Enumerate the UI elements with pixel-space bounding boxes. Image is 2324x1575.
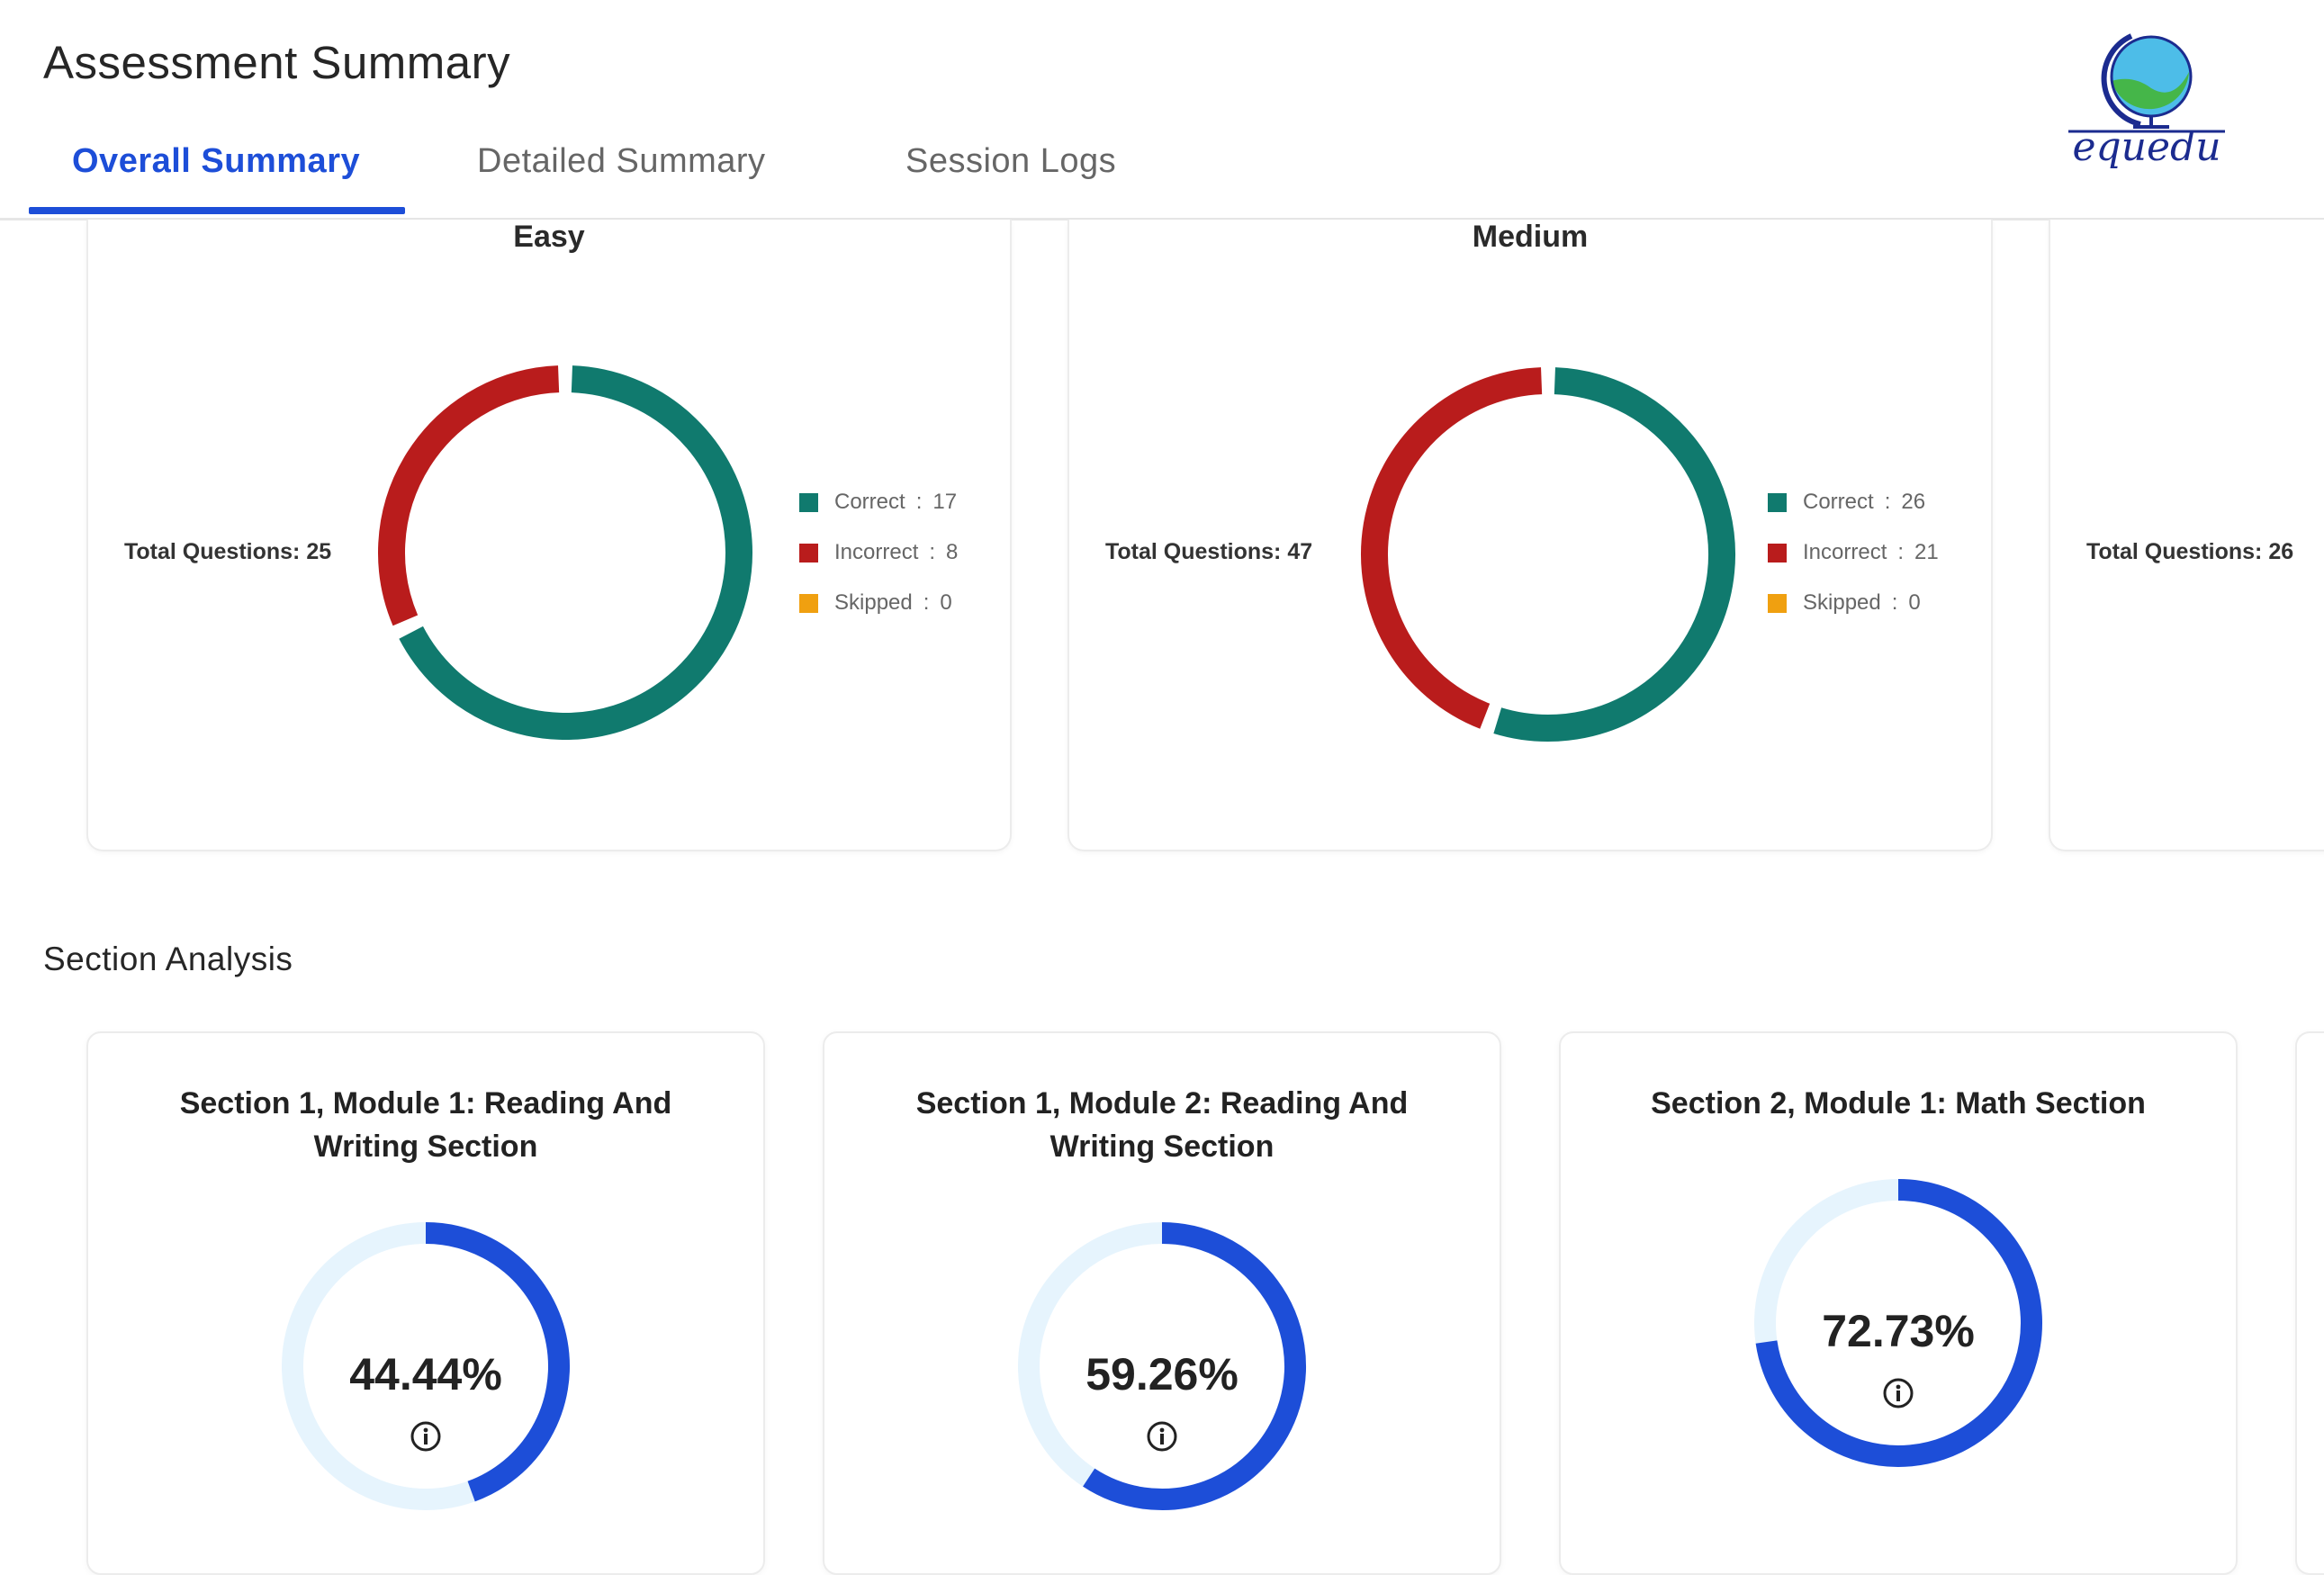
donut-slice-incorrect — [1361, 367, 1543, 729]
legend-value: 17 — [932, 490, 958, 514]
page-title: Assessment Summary — [43, 37, 511, 88]
donut-slice-correct — [1493, 367, 1735, 742]
legend-value: 8 — [946, 540, 959, 564]
difficulty-card-medium: Medium Total Questions: 47 Correct:26 In… — [1067, 220, 1993, 851]
section-card-partial — [2295, 1031, 2324, 1575]
legend-label: Incorrect — [834, 540, 919, 564]
progress-arc — [1755, 1179, 2042, 1467]
section-card: Section 2, Module 1: Math Section 72.73% — [1559, 1031, 2238, 1575]
legend-item-correct: Correct:17 — [799, 477, 958, 527]
legend-label: Incorrect — [1803, 540, 1887, 564]
tab-overall-summary[interactable]: Overall Summary — [72, 142, 361, 180]
section-title: Section 1, Module 1: Reading And Writing… — [179, 1086, 672, 1164]
section-percentage: 59.26% — [1085, 1349, 1239, 1400]
section-progress-ring — [1018, 1222, 1306, 1510]
tab-detailed-summary[interactable]: Detailed Summary — [477, 142, 766, 180]
legend-item-incorrect: Incorrect:8 — [799, 527, 958, 578]
equedu-logo: equedu — [2061, 25, 2232, 187]
difficulty-card-easy: Easy Total Questions: 25 Correct:17 Inco… — [86, 220, 1012, 851]
difficulty-card-hard: Total Questions: 26 — [2049, 220, 2324, 851]
section-analysis-heading: Section Analysis — [43, 940, 293, 977]
legend-value: 26 — [1901, 490, 1926, 514]
medium-legend: Correct:26 Incorrect:21 Skipped:0 — [1768, 477, 1939, 628]
difficulty-title: Medium — [1472, 220, 1589, 254]
correct-swatch — [799, 492, 818, 512]
total-questions-label: Total Questions: 25 — [124, 539, 332, 564]
easy-donut-chart — [378, 365, 752, 740]
correct-swatch — [1768, 492, 1787, 512]
legend-label: Skipped — [1803, 590, 1881, 615]
summary-tabs: Overall Summary Detailed Summary Session… — [0, 135, 2324, 220]
section-title: Section 2, Module 1: Math Section — [1651, 1086, 2146, 1120]
legend-value: 0 — [940, 590, 952, 615]
skipped-swatch — [799, 593, 818, 613]
total-questions-label: Total Questions: 26 — [2086, 539, 2294, 564]
logo-text: equedu — [2072, 124, 2221, 170]
legend-value: 0 — [1908, 590, 1921, 615]
easy-legend: Correct:17 Incorrect:8 Skipped:0 — [799, 477, 958, 628]
tab-session-logs[interactable]: Session Logs — [905, 142, 1117, 180]
section-title: Section 1, Module 2: Reading And Writing… — [915, 1086, 1409, 1164]
info-icon[interactable] — [1146, 1420, 1178, 1453]
info-icon[interactable] — [1882, 1377, 1914, 1409]
globe-logo-icon — [2068, 33, 2225, 133]
active-tab-indicator — [29, 207, 405, 214]
section-card: Section 1, Module 2: Reading And Writing… — [823, 1031, 1501, 1575]
legend-label: Correct — [1803, 490, 1874, 514]
legend-label: Skipped — [834, 590, 913, 615]
difficulty-title: Easy — [513, 220, 585, 254]
legend-item-skipped: Skipped:0 — [1768, 578, 1939, 628]
legend-item-incorrect: Incorrect:21 — [1768, 527, 1939, 578]
donut-slice-correct — [399, 365, 752, 740]
medium-donut-chart — [1361, 367, 1735, 742]
info-icon[interactable] — [410, 1420, 442, 1453]
skipped-swatch — [1768, 593, 1787, 613]
progress-arc — [425, 1222, 570, 1502]
incorrect-swatch — [1768, 543, 1787, 562]
section-card: Section 1, Module 1: Reading And Writing… — [86, 1031, 765, 1575]
section-progress-ring — [1754, 1179, 2042, 1467]
donut-slice-incorrect — [378, 365, 560, 626]
legend-value: 21 — [1914, 540, 1939, 564]
section-percentage: 44.44% — [349, 1349, 502, 1400]
legend-item-correct: Correct:26 — [1768, 477, 1939, 527]
incorrect-swatch — [799, 543, 818, 562]
section-percentage: 72.73% — [1822, 1306, 1975, 1356]
legend-label: Correct — [834, 490, 905, 514]
legend-item-skipped: Skipped:0 — [799, 578, 958, 628]
total-questions-label: Total Questions: 47 — [1105, 539, 1313, 564]
progress-arc — [1083, 1222, 1306, 1510]
section-progress-ring — [282, 1222, 570, 1510]
